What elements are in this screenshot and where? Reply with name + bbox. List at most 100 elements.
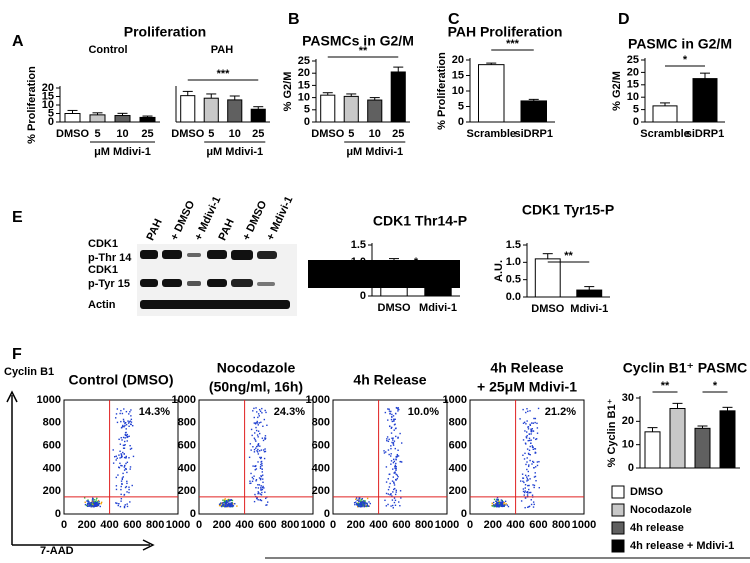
event-dot: [119, 450, 121, 452]
flow-y-label: Cyclin B1: [4, 366, 54, 378]
event-dot: [85, 504, 88, 507]
event-dot: [394, 418, 396, 420]
x-tick-label: 800: [281, 519, 299, 531]
event-dot: [519, 480, 522, 482]
event-dot: [368, 505, 370, 507]
x-tick-label: 5: [94, 128, 100, 140]
event-dot: [491, 505, 494, 507]
x-tick-label: 0: [61, 519, 67, 531]
event-dot: [534, 448, 536, 450]
event-dot: [356, 505, 359, 508]
event-dot: [525, 436, 527, 438]
event-dot: [366, 497, 369, 500]
event-dot: [532, 484, 534, 486]
event-dot: [527, 426, 530, 428]
event-dot: [393, 501, 396, 504]
bar: [180, 95, 196, 123]
panel-label: B: [288, 11, 300, 28]
bar: [692, 78, 718, 123]
event-dot: [526, 431, 528, 433]
event-dot: [527, 475, 530, 477]
event-dot: [223, 501, 225, 504]
event-dot: [115, 485, 118, 487]
x-tick-label: DMSO: [56, 128, 89, 140]
event-dot: [261, 407, 263, 410]
event-dot: [128, 421, 131, 423]
event-dot: [113, 455, 116, 458]
event-dot: [127, 420, 129, 422]
event-dot: [257, 416, 259, 419]
event-dot: [388, 410, 391, 412]
event-dot: [120, 485, 122, 488]
y-tick-label: 600: [449, 440, 467, 452]
event-dot: [262, 485, 264, 488]
event-dot: [223, 503, 226, 506]
y-tick-label: 10: [452, 85, 464, 97]
event-dot: [522, 480, 524, 483]
event-dot: [257, 443, 260, 445]
lane-label: + Mdivi-1: [264, 194, 295, 242]
event-dot: [522, 490, 525, 493]
event-dot: [258, 450, 261, 452]
event-dot: [393, 420, 395, 422]
y-tick-label: 5: [304, 104, 310, 116]
chart-title: PASMC in G2/M: [628, 36, 732, 52]
y-tick-label: 0: [360, 290, 366, 302]
event-dot: [392, 468, 394, 470]
event-dot: [395, 455, 397, 458]
gate-percent: 24.3%: [274, 406, 305, 418]
event-dot: [255, 426, 257, 429]
legend-swatch: [611, 539, 625, 553]
event-dot: [256, 420, 258, 423]
event-dot: [91, 497, 94, 499]
event-dot: [527, 452, 530, 455]
event-dot: [362, 504, 365, 506]
event-dot: [259, 478, 262, 481]
panel-label: A: [12, 33, 24, 50]
overlay-artifact: [308, 260, 460, 288]
event-dot: [125, 410, 128, 413]
event-dot: [255, 429, 258, 432]
significance-label: *: [713, 380, 718, 392]
event-dot: [126, 482, 128, 485]
event-dot: [132, 424, 134, 427]
event-dot: [250, 449, 252, 451]
event-dot: [392, 488, 395, 491]
event-dot: [97, 502, 100, 504]
event-dot: [366, 504, 368, 507]
event-dot: [387, 488, 390, 491]
bar: [64, 113, 81, 123]
event-dot: [224, 504, 227, 507]
event-dot: [222, 505, 225, 507]
event-dot: [98, 502, 101, 505]
event-dot: [390, 493, 392, 496]
event-dot: [254, 465, 256, 467]
event-dot: [87, 499, 89, 501]
chart-title: CDK1 Tyr15-P: [522, 202, 614, 218]
y-tick-label: 1000: [443, 394, 467, 406]
event-dot: [87, 503, 89, 505]
event-dot: [529, 459, 531, 462]
event-dot: [115, 488, 118, 491]
event-dot: [392, 442, 395, 444]
event-dot: [250, 472, 252, 475]
event-dot: [530, 503, 533, 506]
bar: [576, 289, 603, 298]
event-dot: [259, 465, 262, 468]
event-dot: [496, 498, 499, 501]
event-dot: [256, 411, 258, 413]
event-dot: [526, 408, 528, 410]
x-tick-label: 800: [415, 519, 433, 531]
y-tick-label: 5: [633, 104, 639, 116]
x-tick-label: 10: [116, 128, 128, 140]
y-tick-label: 20: [42, 82, 54, 94]
event-dot: [252, 446, 254, 448]
event-dot: [391, 441, 393, 444]
event-dot: [255, 422, 257, 424]
event-dot: [93, 504, 96, 507]
event-dot: [391, 495, 393, 497]
event-dot: [396, 478, 398, 480]
event-dot: [390, 427, 393, 429]
event-dot: [530, 491, 532, 494]
event-dot: [400, 442, 403, 444]
